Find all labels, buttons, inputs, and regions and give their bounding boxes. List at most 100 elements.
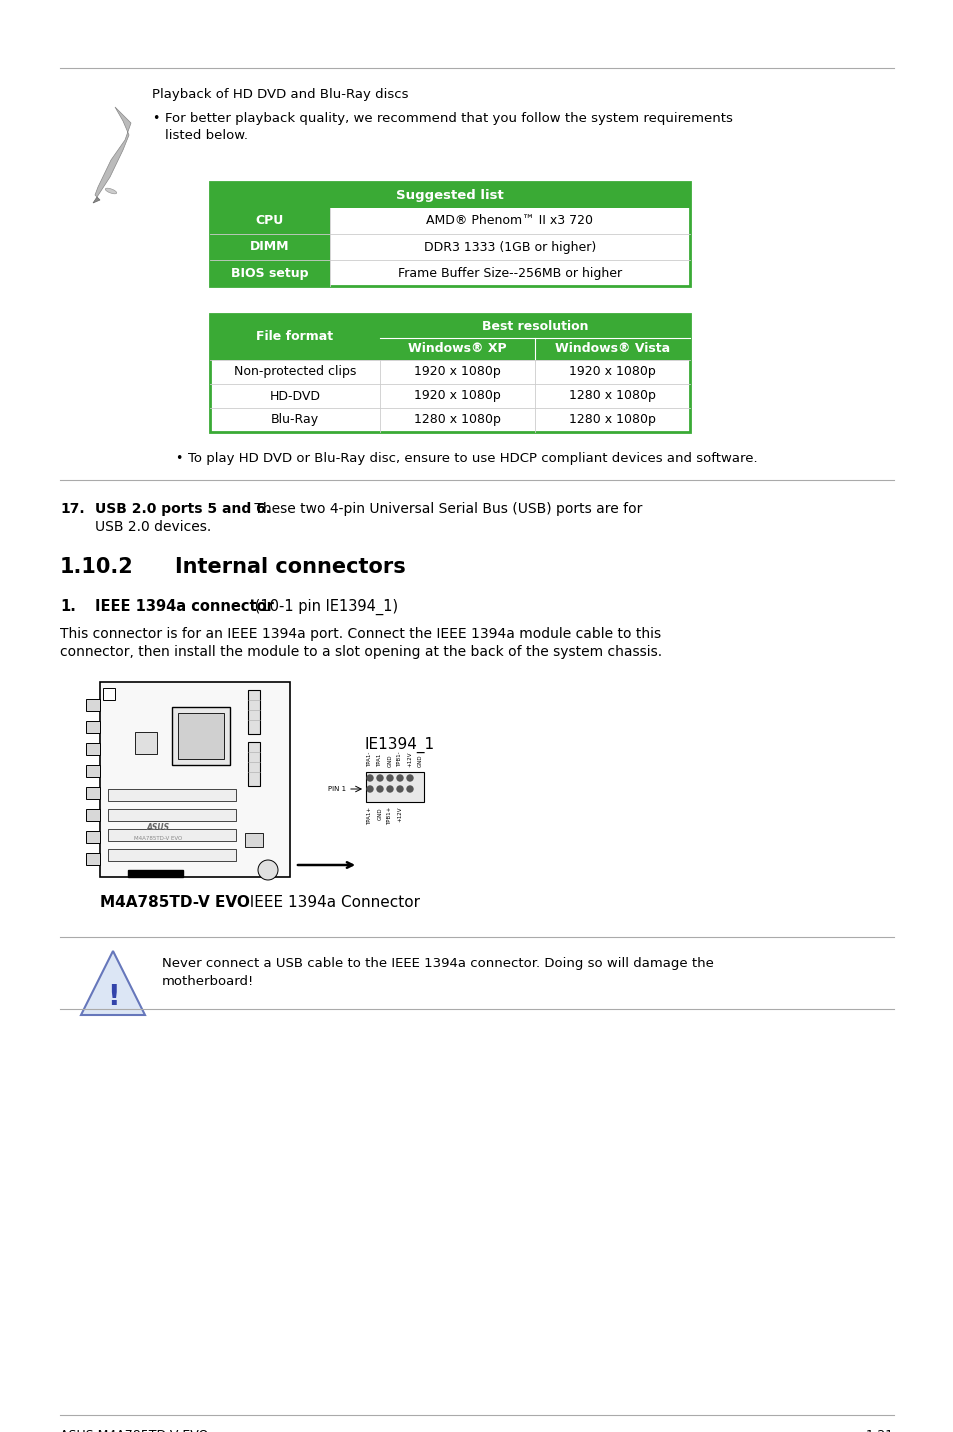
Circle shape (396, 775, 402, 780)
FancyBboxPatch shape (86, 831, 100, 843)
FancyBboxPatch shape (210, 261, 330, 286)
Circle shape (387, 786, 393, 792)
FancyBboxPatch shape (535, 408, 689, 432)
FancyBboxPatch shape (379, 338, 535, 359)
Text: 1920 x 1080p: 1920 x 1080p (414, 365, 500, 378)
FancyBboxPatch shape (210, 408, 379, 432)
FancyBboxPatch shape (366, 772, 423, 802)
Text: ASUS: ASUS (146, 822, 170, 832)
Text: •: • (152, 112, 159, 125)
FancyBboxPatch shape (248, 690, 260, 735)
Polygon shape (81, 951, 145, 1015)
Text: TPB1-: TPB1- (397, 752, 402, 768)
FancyBboxPatch shape (128, 871, 183, 876)
FancyBboxPatch shape (100, 682, 290, 876)
FancyBboxPatch shape (210, 208, 330, 233)
Text: For better playback quality, we recommend that you follow the system requirement: For better playback quality, we recommen… (165, 112, 732, 142)
Text: CPU: CPU (255, 215, 284, 228)
Text: M4A785TD-V EVO: M4A785TD-V EVO (133, 836, 182, 842)
Text: GND: GND (387, 755, 392, 768)
Text: Suggested list: Suggested list (395, 189, 503, 202)
Text: 1-21: 1-21 (865, 1429, 893, 1432)
FancyBboxPatch shape (210, 384, 379, 408)
Text: PIN 1: PIN 1 (328, 786, 346, 792)
Text: Windows® XP: Windows® XP (408, 342, 506, 355)
FancyBboxPatch shape (535, 384, 689, 408)
FancyBboxPatch shape (108, 809, 235, 821)
Text: 1280 x 1080p: 1280 x 1080p (414, 414, 500, 427)
Text: Frame Buffer Size--256MB or higher: Frame Buffer Size--256MB or higher (397, 266, 621, 279)
Circle shape (367, 786, 373, 792)
FancyBboxPatch shape (535, 338, 689, 359)
FancyBboxPatch shape (178, 713, 224, 759)
Circle shape (376, 775, 382, 780)
FancyBboxPatch shape (248, 742, 260, 786)
Text: USB 2.0 devices.: USB 2.0 devices. (95, 520, 211, 534)
Text: TPA1+: TPA1+ (367, 808, 372, 825)
Text: DIMM: DIMM (250, 241, 290, 253)
Text: 1920 x 1080p: 1920 x 1080p (414, 390, 500, 402)
Text: Internal connectors: Internal connectors (174, 557, 405, 577)
FancyBboxPatch shape (330, 261, 689, 286)
FancyBboxPatch shape (379, 359, 535, 384)
Text: Playback of HD DVD and Blu-Ray discs: Playback of HD DVD and Blu-Ray discs (152, 87, 408, 102)
Text: To play HD DVD or Blu-Ray disc, ensure to use HDCP compliant devices and softwar: To play HD DVD or Blu-Ray disc, ensure t… (188, 453, 757, 465)
Text: ASUS M4A785TD-V EVO: ASUS M4A785TD-V EVO (60, 1429, 208, 1432)
Text: IE1394_1: IE1394_1 (365, 737, 435, 753)
Text: GND: GND (417, 755, 422, 768)
Text: 1.10.2: 1.10.2 (60, 557, 133, 577)
Text: +12V: +12V (407, 752, 412, 768)
Circle shape (407, 786, 413, 792)
FancyBboxPatch shape (86, 743, 100, 755)
FancyBboxPatch shape (86, 788, 100, 799)
Text: +12V: +12V (397, 808, 402, 822)
Text: USB 2.0 ports 5 and 6.: USB 2.0 ports 5 and 6. (95, 503, 271, 516)
Circle shape (396, 786, 402, 792)
Text: 1280 x 1080p: 1280 x 1080p (569, 390, 656, 402)
Text: Blu-Ray: Blu-Ray (271, 414, 318, 427)
Circle shape (376, 786, 382, 792)
Text: This connector is for an IEEE 1394a port. Connect the IEEE 1394a module cable to: This connector is for an IEEE 1394a port… (60, 627, 660, 642)
FancyBboxPatch shape (379, 384, 535, 408)
Text: TPA1-: TPA1- (367, 752, 372, 768)
Text: BIOS setup: BIOS setup (231, 266, 309, 279)
FancyBboxPatch shape (172, 707, 230, 765)
FancyBboxPatch shape (210, 182, 689, 208)
FancyBboxPatch shape (245, 833, 263, 846)
Text: Never connect a USB cable to the IEEE 1394a connector. Doing so will damage the: Never connect a USB cable to the IEEE 13… (162, 957, 713, 969)
FancyBboxPatch shape (379, 408, 535, 432)
Text: •: • (174, 453, 182, 465)
FancyBboxPatch shape (535, 359, 689, 384)
FancyBboxPatch shape (330, 233, 689, 261)
Text: M4A785TD-V EVO: M4A785TD-V EVO (100, 895, 250, 909)
FancyBboxPatch shape (103, 687, 115, 700)
Ellipse shape (105, 188, 116, 193)
Text: 1280 x 1080p: 1280 x 1080p (569, 414, 656, 427)
FancyBboxPatch shape (86, 765, 100, 778)
FancyBboxPatch shape (108, 829, 235, 841)
Text: Non-protected clips: Non-protected clips (233, 365, 355, 378)
Polygon shape (92, 198, 100, 203)
Text: connector, then install the module to a slot opening at the back of the system c: connector, then install the module to a … (60, 644, 661, 659)
Text: !: ! (107, 982, 119, 1011)
FancyBboxPatch shape (108, 849, 235, 861)
Text: AMD® Phenom™ II x3 720: AMD® Phenom™ II x3 720 (426, 215, 593, 228)
Circle shape (387, 775, 393, 780)
Text: Windows® Vista: Windows® Vista (555, 342, 669, 355)
FancyBboxPatch shape (379, 314, 689, 338)
Text: TPA1: TPA1 (377, 753, 382, 768)
Polygon shape (95, 107, 131, 198)
Text: IEEE 1394a connector: IEEE 1394a connector (95, 599, 274, 614)
FancyBboxPatch shape (86, 853, 100, 865)
FancyBboxPatch shape (210, 233, 330, 261)
Text: 17.: 17. (60, 503, 85, 516)
Text: Best resolution: Best resolution (481, 319, 588, 332)
Text: GND: GND (377, 808, 382, 819)
Text: TPB1+: TPB1+ (387, 808, 392, 825)
Text: motherboard!: motherboard! (162, 975, 254, 988)
FancyBboxPatch shape (86, 720, 100, 733)
Text: HD-DVD: HD-DVD (269, 390, 320, 402)
Text: 1.: 1. (60, 599, 76, 614)
Text: DDR3 1333 (1GB or higher): DDR3 1333 (1GB or higher) (423, 241, 596, 253)
FancyBboxPatch shape (210, 314, 379, 359)
